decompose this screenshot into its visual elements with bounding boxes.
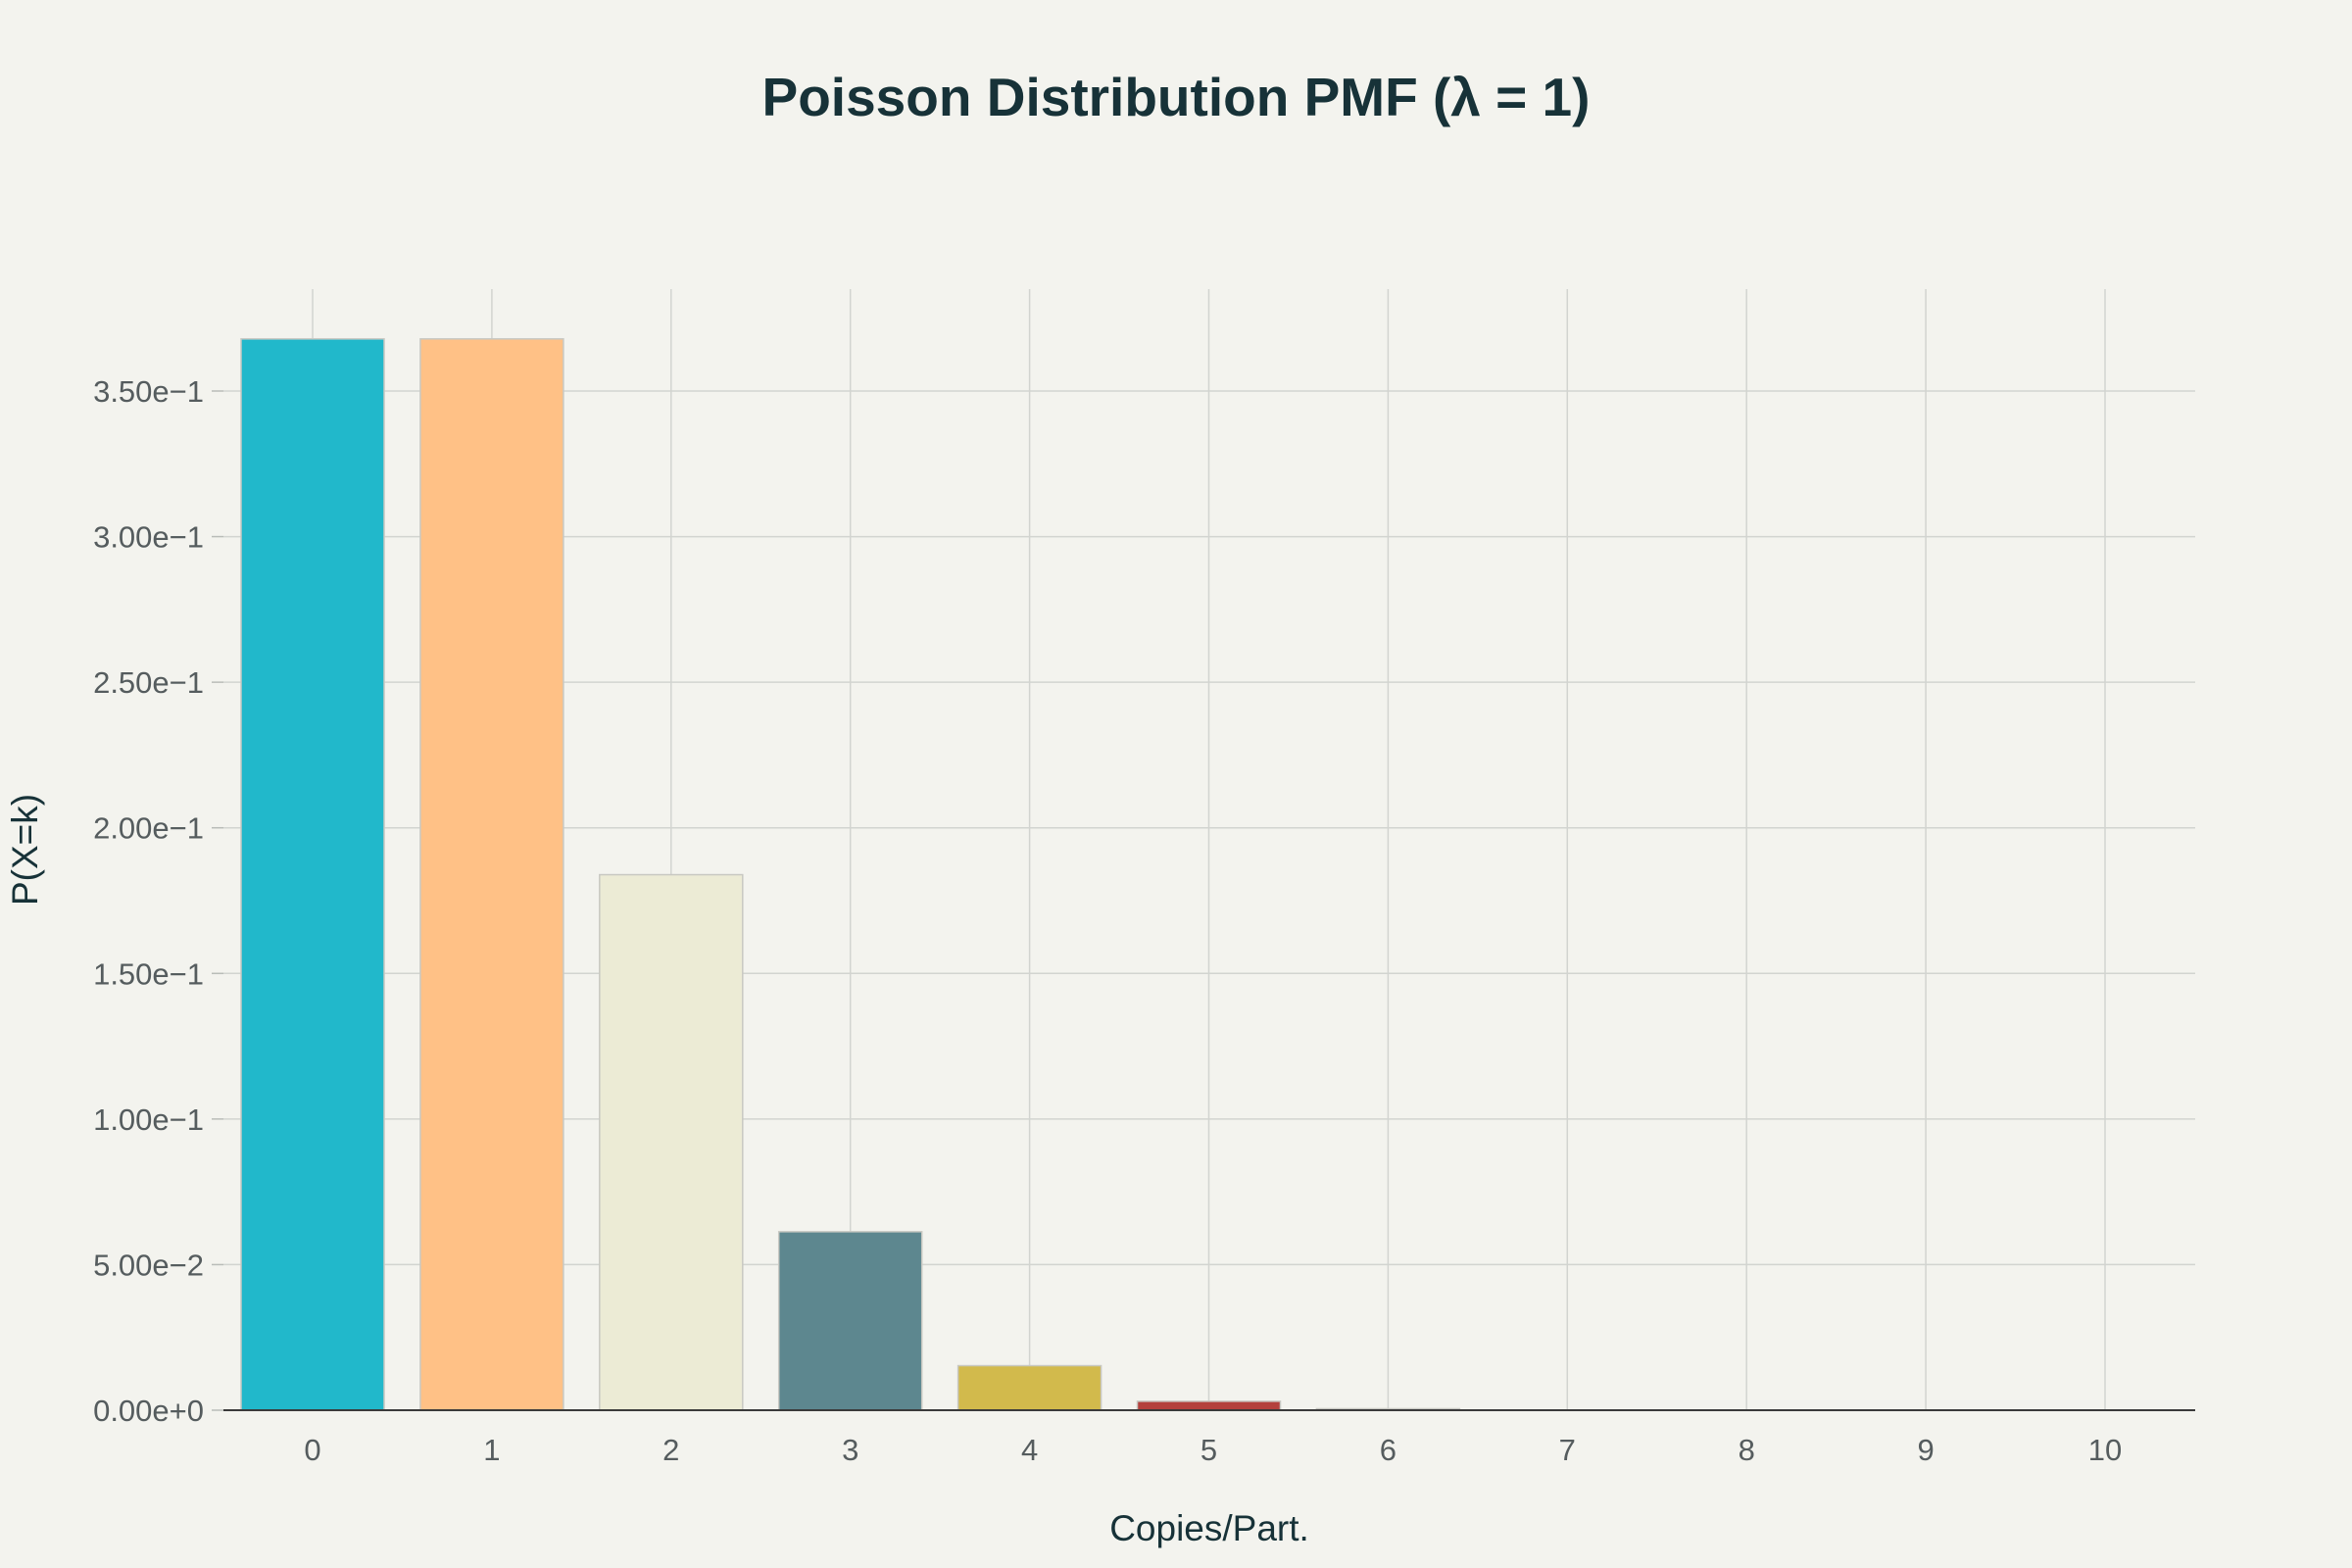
- x-tick-label: 10: [2088, 1433, 2122, 1467]
- bar-5[interactable]: [1136, 1400, 1282, 1411]
- y-tick-label: 0.00e+0: [93, 1394, 204, 1428]
- x-tick-label: 2: [662, 1433, 679, 1467]
- bar-1[interactable]: [419, 338, 564, 1411]
- x-tick-label: 0: [304, 1433, 320, 1467]
- chart-title: Poisson Distribution PMF (λ = 1): [762, 67, 1591, 127]
- bars: [240, 338, 2178, 1411]
- x-tick-label: 4: [1021, 1433, 1038, 1467]
- y-axis-title: P(X=k): [5, 794, 45, 906]
- y-tick-label: 1.00e−1: [93, 1102, 204, 1137]
- bar-2[interactable]: [599, 873, 744, 1411]
- y-tick-label: 3.00e−1: [93, 520, 204, 555]
- y-tick-label: 2.50e−1: [93, 665, 204, 700]
- x-tick-label: 3: [842, 1433, 858, 1467]
- x-tick-label: 6: [1380, 1433, 1396, 1467]
- x-tick-label: 5: [1200, 1433, 1217, 1467]
- bar-4[interactable]: [956, 1364, 1102, 1411]
- bar-3[interactable]: [777, 1231, 923, 1411]
- bar-0[interactable]: [240, 338, 385, 1411]
- y-tick-label: 5.00e−2: [93, 1248, 204, 1282]
- y-tick-label: 1.50e−1: [93, 956, 204, 991]
- tick-labels: 0.00e+0 5.00e−2 1.00e−1 1.50e−1 2.00e−1 2.50e…: [93, 374, 2122, 1467]
- y-tick-label: 3.50e−1: [93, 374, 204, 409]
- x-tick-label: 1: [483, 1433, 500, 1467]
- x-tick-label: 9: [1917, 1433, 1934, 1467]
- y-tick-label: 2.00e−1: [93, 811, 204, 846]
- x-tick-label: 8: [1739, 1433, 1755, 1467]
- x-axis-title: Copies/Part.: [1109, 1508, 1309, 1548]
- x-tick-label: 7: [1559, 1433, 1576, 1467]
